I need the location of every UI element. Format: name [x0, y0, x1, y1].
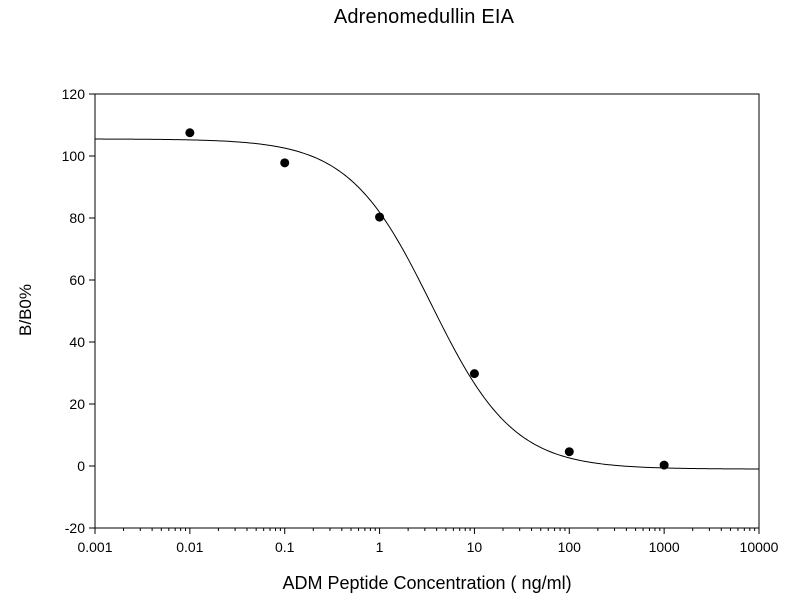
x-tick-label: 10: [467, 539, 483, 555]
y-tick-label: 60: [69, 272, 85, 288]
chart-title: Adrenomedullin EIA: [333, 6, 515, 28]
x-tick-label: 0.001: [77, 539, 112, 555]
data-point: [659, 460, 669, 470]
data-point: [185, 128, 195, 138]
x-tick-label: 100: [558, 539, 582, 555]
plot-frame: [94, 93, 760, 529]
y-tick-label: 80: [69, 210, 85, 226]
data-points: [185, 128, 669, 470]
data-point: [375, 212, 385, 222]
x-tick-label: 1: [376, 539, 384, 555]
x-tick-label: 0.1: [275, 539, 295, 555]
data-point: [280, 158, 290, 168]
y-tick-label: 120: [62, 86, 86, 102]
y-tick-label: -20: [65, 520, 85, 536]
x-axis: 0.001 0.01 0.1 1 10 100 1000 10000: [77, 528, 779, 555]
y-axis: -20 0 20 40 60 80 100 120: [62, 86, 95, 536]
data-point: [564, 447, 574, 457]
y-tick-label: 100: [62, 148, 86, 164]
data-point: [469, 369, 479, 379]
x-tick-label: 10000: [740, 539, 779, 555]
y-tick-label: 40: [69, 334, 85, 350]
y-axis-label: B/B0%: [16, 284, 35, 336]
x-tick-label: 0.01: [176, 539, 203, 555]
x-tick-label: 1000: [649, 539, 680, 555]
y-tick-label: 20: [69, 396, 85, 412]
x-axis-label: ADM Peptide Concentration ( ng/ml): [282, 573, 572, 593]
fit-curve: [94, 138, 759, 470]
y-tick-label: 0: [77, 458, 85, 474]
